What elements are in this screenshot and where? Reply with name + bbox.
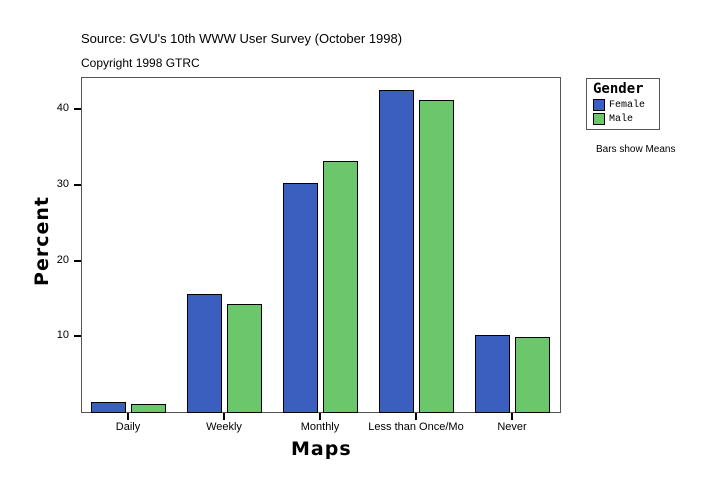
x-tick-label: Monthly: [300, 421, 340, 433]
x-tick: [511, 413, 513, 420]
y-tick-label: 40: [56, 102, 69, 115]
x-tick: [127, 413, 129, 420]
y-tick: [74, 259, 81, 262]
y-axis-title: Percent: [31, 196, 53, 286]
legend-title: Gender: [593, 81, 644, 97]
x-tick-label: Less than Once/Mo: [368, 421, 464, 433]
female-swatch-icon: [593, 99, 605, 111]
legend-item-male: Male: [593, 113, 633, 125]
male-swatch-icon: [593, 113, 605, 125]
y-tick: [74, 108, 81, 111]
bar-female: [475, 334, 510, 413]
bar-male: [131, 403, 166, 413]
x-tick-label: Weekly: [206, 421, 242, 433]
source-caption: Source: GVU's 10th WWW User Survey (Octo…: [81, 31, 403, 46]
legend-item-female: Female: [593, 99, 645, 111]
copyright-caption: Copyright 1998 GTRC: [81, 56, 200, 70]
bar-male: [227, 303, 262, 413]
bars-note: Bars show Means: [596, 144, 676, 155]
bar-male: [419, 100, 454, 413]
legend-label: Male: [609, 113, 634, 125]
x-tick-label: Daily: [115, 421, 141, 433]
x-tick: [415, 413, 417, 420]
bar-female: [283, 182, 318, 413]
x-tick-label: Never: [497, 421, 527, 433]
y-tick: [74, 183, 81, 186]
x-axis-title: Maps: [291, 438, 352, 460]
x-tick: [223, 413, 225, 420]
bar-female: [187, 293, 222, 413]
bar-male: [323, 160, 358, 413]
y-tick-label: 10: [56, 329, 69, 342]
legend: Gender Female Male: [586, 78, 660, 130]
y-tick-label: 20: [56, 253, 69, 266]
legend-label: Female: [609, 99, 646, 111]
y-tick-label: 30: [56, 177, 69, 190]
x-tick: [319, 413, 321, 420]
bar-female: [379, 90, 414, 413]
y-tick: [74, 335, 81, 338]
bar-male: [515, 337, 550, 413]
bar-female: [91, 402, 126, 413]
